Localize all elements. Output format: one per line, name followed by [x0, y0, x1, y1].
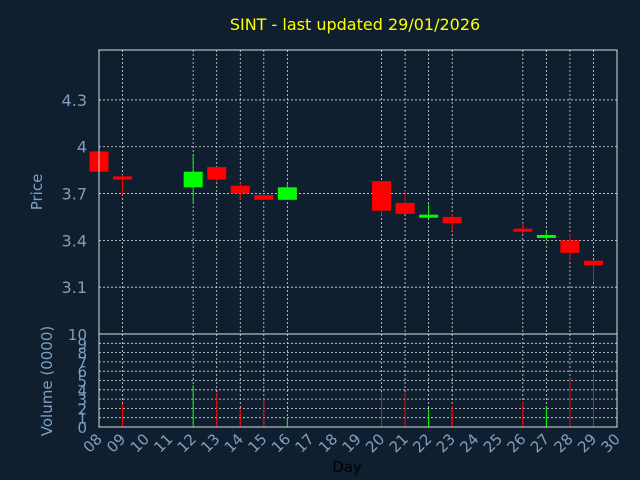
x-tick-label: 15	[244, 430, 270, 456]
candle-body	[113, 176, 133, 180]
x-tick-label: 30	[598, 430, 624, 456]
volume-tick-label: 7	[77, 354, 87, 372]
candle-body	[442, 216, 462, 224]
chart-title: SINT - last updated 29/01/2026	[230, 15, 480, 34]
tick-labels: 3.13.43.744.3012345678910080910111213141…	[62, 91, 624, 456]
grid-layer	[99, 50, 617, 427]
price-axis-label: Price	[28, 174, 46, 211]
x-tick-label: 12	[174, 430, 200, 456]
x-tick-label: 17	[292, 430, 318, 456]
candle-body	[230, 185, 250, 194]
x-tick-label: 21	[386, 430, 412, 456]
candle-body	[372, 181, 392, 211]
x-tick-label: 24	[456, 430, 482, 456]
candle-body	[560, 240, 580, 253]
x-tick-label: 19	[339, 430, 365, 456]
candle-body	[277, 187, 297, 200]
candle-body	[513, 228, 533, 232]
x-tick-label: 16	[268, 430, 294, 456]
price-tick-label: 4.3	[62, 91, 87, 110]
volume-tick-label: 10	[68, 326, 87, 344]
price-tick-label: 3.4	[62, 231, 87, 250]
volume-tick-label: 3	[77, 391, 87, 409]
candle-body	[395, 202, 415, 214]
x-tick-label: 20	[362, 430, 388, 456]
volume-tick-label: 4	[77, 382, 87, 400]
volume-axis-label: Volume (0000)	[38, 326, 56, 436]
x-tick-label: 28	[551, 430, 577, 456]
x-tick-label: 23	[433, 430, 459, 456]
candle-body	[583, 260, 603, 266]
candle-body	[419, 214, 439, 218]
x-tick-label: 11	[150, 430, 176, 456]
volume-panel-frame	[98, 333, 618, 428]
x-tick-label: 26	[503, 430, 529, 456]
x-tick-label: 25	[480, 430, 506, 456]
x-tick-label: 29	[574, 430, 600, 456]
axes-frame	[98, 49, 618, 428]
x-tick-label: 14	[221, 430, 247, 456]
volume-bars	[122, 373, 594, 427]
candle-body	[183, 171, 203, 188]
volume-tick-label: 6	[77, 363, 87, 381]
price-tick-label: 3.7	[62, 185, 87, 204]
candle-body	[536, 234, 556, 238]
x-tick-label: 22	[409, 430, 435, 456]
x-tick-label: 27	[527, 430, 553, 456]
x-tick-label: 13	[197, 430, 223, 456]
candle-body	[207, 167, 227, 180]
x-tick-label: 09	[103, 430, 129, 456]
volume-tick-label: 0	[77, 419, 87, 437]
candle-body	[254, 195, 274, 200]
x-tick-label: 10	[127, 430, 153, 456]
x-tick-label: 18	[315, 430, 341, 456]
price-tick-label: 3.1	[62, 278, 87, 297]
volume-tick-label: 1	[77, 410, 87, 428]
price-panel-frame	[98, 49, 618, 335]
volume-tick-label: 5	[77, 373, 87, 391]
volume-tick-label: 8	[77, 345, 87, 363]
price-candles	[89, 151, 603, 283]
x-axis-label: Day	[332, 458, 362, 476]
price-tick-label: 4	[77, 138, 87, 157]
volume-tick-label: 2	[77, 400, 87, 418]
volume-tick-label: 9	[77, 335, 87, 353]
